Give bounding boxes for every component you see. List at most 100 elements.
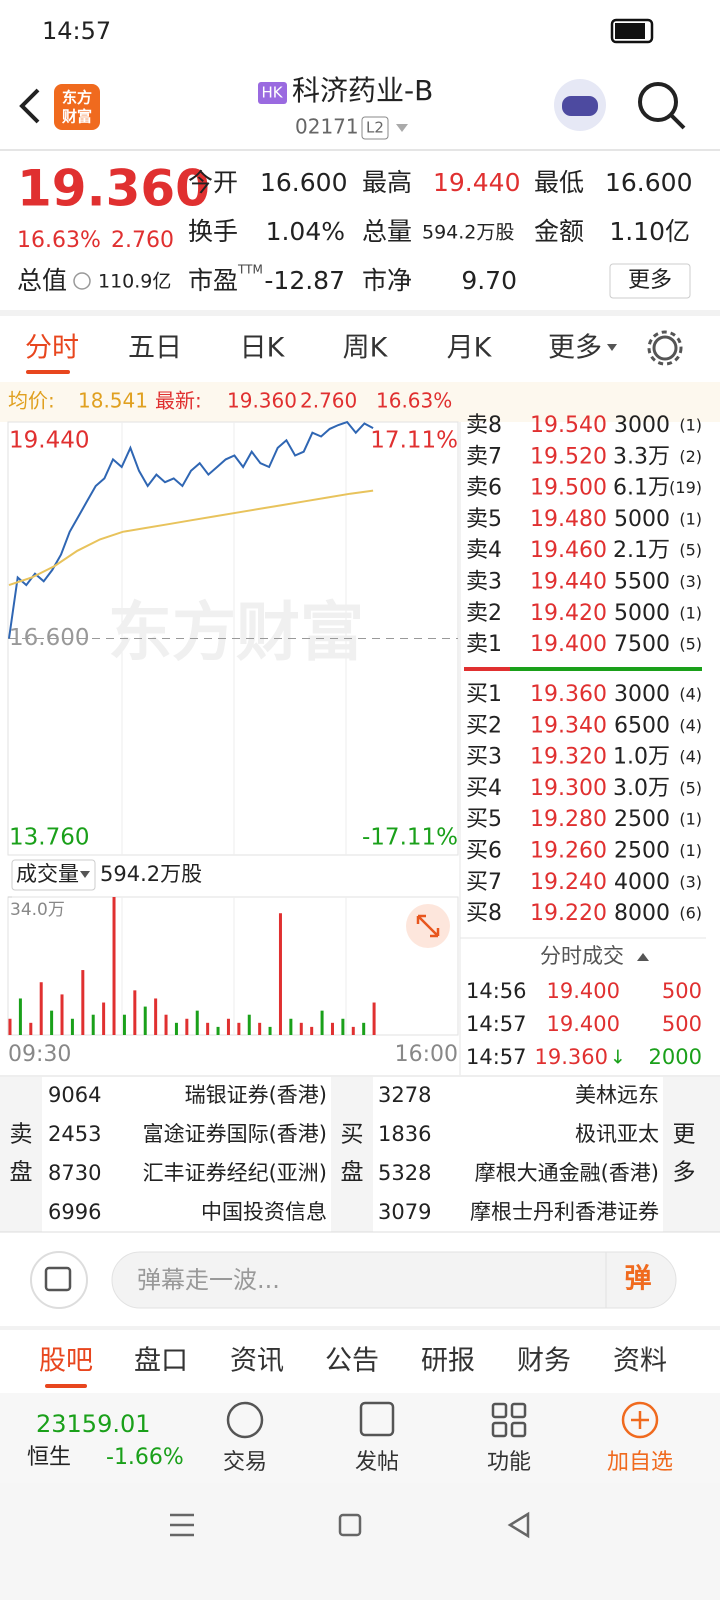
comment-input[interactable] [111, 1251, 677, 1309]
sell-label: 盘 [10, 1160, 33, 1186]
trade-price: 19.400 [547, 1012, 620, 1036]
nav-home[interactable] [338, 1513, 362, 1537]
broker-name: 中国投资信息 [201, 1200, 327, 1224]
section-tab[interactable]: 公告 [325, 1346, 379, 1377]
book-price: 19.480 [530, 507, 607, 532]
volume-title[interactable]: 成交量 [16, 862, 79, 886]
volume-bar [216, 1026, 220, 1035]
volume-bar [299, 1022, 303, 1035]
buy-label-bg [331, 1077, 373, 1232]
book-volume: 6.1万 [613, 476, 670, 501]
section-tab[interactable]: 研报 [421, 1346, 475, 1377]
book-label: 卖6 [466, 476, 502, 501]
broker-name: 极讯亚太 [575, 1122, 659, 1146]
field-value: -12.87 [264, 266, 345, 295]
book-price: 19.260 [530, 839, 607, 864]
nav-back[interactable] [507, 1511, 530, 1539]
nav-menu[interactable] [170, 1513, 194, 1537]
volume-bar [372, 1002, 376, 1035]
avg: 18.541 [78, 389, 148, 413]
comment-icon-glyph [44, 1266, 72, 1292]
section-tab[interactable]: 盘口 [134, 1346, 188, 1377]
x-tick-label: 16:00 [395, 1042, 458, 1067]
book-label: 买8 [466, 901, 502, 926]
book-label: 卖4 [466, 538, 502, 563]
book-label: 卖8 [466, 413, 502, 438]
price-line [8, 420, 374, 639]
book-volume: 1.0万 [613, 745, 670, 770]
tab[interactable]: 月K [447, 333, 493, 364]
volume-bar [320, 1010, 324, 1035]
book-price: 19.220 [530, 901, 607, 926]
action[interactable]: 交易 [223, 1450, 267, 1475]
add-icon[interactable] [621, 1401, 659, 1439]
settings-teeth [647, 330, 683, 366]
field-value: 16.600 [605, 168, 692, 197]
broker-id: 8730 [48, 1161, 101, 1185]
comment-icon[interactable] [30, 1251, 88, 1309]
book-price: 19.340 [530, 713, 607, 738]
volume-select[interactable] [11, 859, 96, 891]
back-icon[interactable] [19, 88, 40, 124]
field-value: 594.2万股 [422, 222, 514, 244]
buy-label: 买 [341, 1122, 364, 1148]
book-price: 19.280 [530, 807, 607, 832]
trade-icon[interactable] [226, 1401, 264, 1439]
section-tab[interactable]: 股吧 [39, 1346, 93, 1377]
more-bg[interactable] [663, 1077, 720, 1232]
book-count: (1) [679, 416, 702, 435]
tab[interactable]: 周K [343, 333, 389, 364]
watermark: 东方财富 [108, 597, 364, 671]
robot-face [562, 96, 598, 116]
book-volume: 3000 [614, 682, 670, 707]
trade-volume: 500 [662, 1012, 702, 1036]
section-tab[interactable]: 财务 [517, 1346, 571, 1377]
logo-text: 东方 [62, 89, 92, 107]
field-value: 1.04% [266, 217, 345, 246]
volume-bar [247, 1014, 251, 1035]
more-label[interactable]: 更 [673, 1122, 696, 1148]
func-icon[interactable] [491, 1402, 508, 1419]
more-button[interactable] [609, 263, 691, 299]
volume-bar [237, 1022, 241, 1035]
book-volume: 2500 [614, 807, 670, 832]
tab[interactable]: 更多 [548, 333, 602, 364]
book-divider-bid [510, 667, 702, 671]
broker-name: 瑞银证券(香港) [185, 1083, 327, 1107]
section-tab[interactable]: 资料 [613, 1346, 667, 1377]
avg-label: 均价: [8, 389, 55, 413]
level: L2 [366, 119, 384, 137]
y2-tick-label: 17.11% [370, 428, 458, 454]
book-label: 买3 [466, 745, 502, 770]
book-count: (1) [679, 603, 702, 622]
book-count: (1) [679, 509, 702, 528]
latest-label: 最新: [155, 389, 202, 413]
y-tick-label: 13.760 [9, 825, 89, 851]
change: 2.760 [111, 228, 174, 253]
tab[interactable]: 分时 [25, 333, 79, 364]
volume-bar [81, 970, 85, 1035]
volume-bar [341, 1018, 345, 1035]
action[interactable]: 发帖 [355, 1450, 399, 1475]
search-icon[interactable] [638, 82, 678, 122]
tab[interactable]: 五日 [128, 333, 182, 364]
more-label[interactable]: 多 [673, 1160, 696, 1186]
volume-bar [226, 1018, 230, 1035]
volume-dropdown [80, 871, 90, 878]
action[interactable]: 加自选 [607, 1450, 673, 1475]
index-name: 恒生 [27, 1445, 71, 1470]
logo-bg [54, 84, 100, 130]
comment-button[interactable]: 弹 [625, 1264, 652, 1295]
tab[interactable]: 日K [240, 333, 286, 364]
volume-bar [278, 913, 282, 1035]
code-dropdown[interactable] [396, 124, 408, 132]
action[interactable]: 功能 [487, 1450, 531, 1475]
book-volume: 5000 [614, 507, 670, 532]
book-label: 卖3 [466, 570, 502, 595]
settings-icon[interactable] [652, 335, 678, 361]
book-price: 19.240 [530, 870, 607, 895]
section-tab[interactable]: 资讯 [230, 1346, 284, 1377]
post-icon[interactable] [359, 1401, 395, 1437]
more-button-text[interactable]: 更多 [628, 268, 672, 293]
comment-placeholder[interactable]: 弹幕走一波... [137, 1266, 280, 1294]
